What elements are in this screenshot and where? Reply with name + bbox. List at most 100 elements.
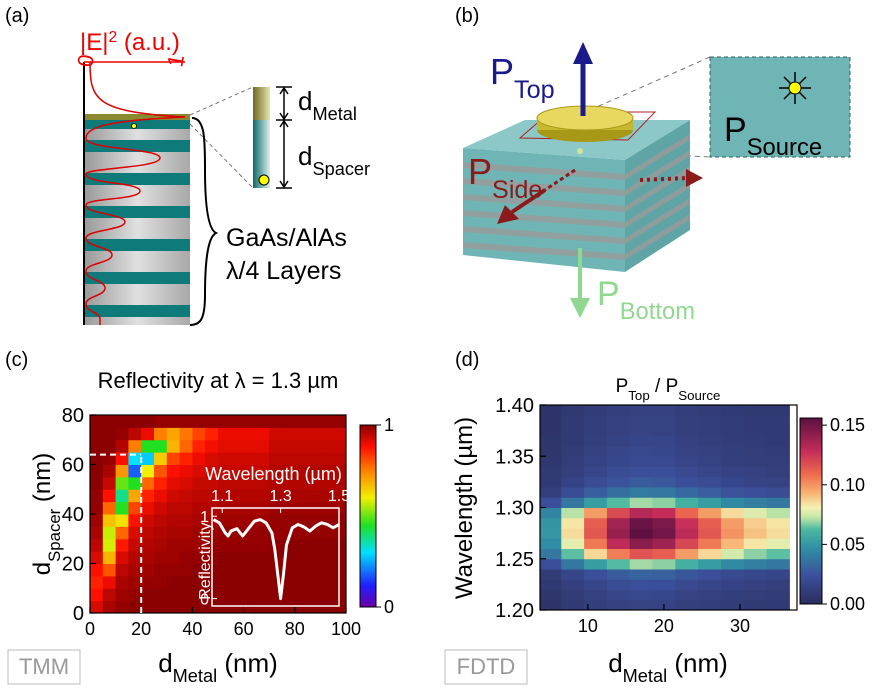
spacer-label-part: d xyxy=(298,141,312,171)
heat-cell xyxy=(584,508,607,519)
heat-cell xyxy=(630,518,653,529)
heat-cell xyxy=(538,590,561,601)
heat-cell xyxy=(180,539,193,552)
heat-cell xyxy=(218,564,231,577)
heat-cell xyxy=(244,551,257,564)
x-axis-label-part: d xyxy=(158,648,172,678)
heat-cell xyxy=(630,559,653,570)
heat-cell xyxy=(180,526,193,539)
heat-cell xyxy=(698,600,721,611)
heat-cell xyxy=(154,452,167,465)
heat-cell xyxy=(607,538,630,549)
p-bottom: PBottom xyxy=(597,275,695,325)
heat-cell xyxy=(103,526,116,539)
heat-cell xyxy=(154,502,167,515)
panel-a-drawing xyxy=(84,62,292,325)
heat-cell xyxy=(607,436,630,447)
heat-cell xyxy=(721,446,744,457)
heat-cell xyxy=(231,564,244,577)
heat-cell xyxy=(607,446,630,457)
heat-cell xyxy=(653,415,676,426)
heat-cell xyxy=(721,538,744,549)
heat-cell xyxy=(561,467,584,478)
heat-cell xyxy=(675,467,698,478)
heat-cell xyxy=(561,477,584,488)
p-top-part: Top xyxy=(514,76,555,104)
heat-cell xyxy=(584,426,607,437)
heat-cell xyxy=(561,456,584,467)
heat-cell xyxy=(653,528,676,539)
heat-cell xyxy=(607,528,630,539)
heat-cell xyxy=(698,436,721,447)
colorbar-tick-label: 0.15 xyxy=(830,415,865,435)
heat-cell xyxy=(630,436,653,447)
heat-cell xyxy=(128,564,141,577)
heat-cell xyxy=(675,559,698,570)
colorbar-tick-label: 1 xyxy=(384,415,394,435)
heat-cell xyxy=(320,601,333,614)
heat-cell xyxy=(744,456,767,467)
heat-cell xyxy=(675,538,698,549)
heat-cell xyxy=(218,440,231,453)
heat-cell xyxy=(90,465,103,478)
heat-cell xyxy=(90,415,103,428)
heat-cell xyxy=(282,440,295,453)
heat-cell xyxy=(256,427,269,440)
heat-cell xyxy=(333,576,346,589)
heat-cell xyxy=(90,551,103,564)
x-tick-label: 0 xyxy=(85,619,95,639)
heat-cell xyxy=(584,415,607,426)
heat-cell xyxy=(167,539,180,552)
heat-cell xyxy=(308,551,321,564)
heat-cell xyxy=(767,456,790,467)
heat-cell xyxy=(90,502,103,515)
panel-label: (c) xyxy=(5,349,28,371)
heat-cell xyxy=(141,551,154,564)
heat-cell xyxy=(116,489,129,502)
heat-cell xyxy=(607,467,630,478)
heat-cell xyxy=(333,539,346,552)
heat-cell xyxy=(116,440,129,453)
x-tick-label: 10 xyxy=(578,616,598,636)
heat-cell xyxy=(180,465,193,478)
heat-cell xyxy=(103,502,116,515)
y-tick-label: 60 xyxy=(62,455,84,477)
heat-cell xyxy=(320,415,333,428)
heat-cell xyxy=(231,440,244,453)
heat-cell xyxy=(767,559,790,570)
x-axis-label: dMetal (nm) xyxy=(158,648,278,686)
heat-cell xyxy=(167,440,180,453)
heat-cell xyxy=(269,427,282,440)
x-axis-label-part: (nm) xyxy=(667,648,728,678)
heat-cell xyxy=(767,538,790,549)
heat-cell xyxy=(653,477,676,488)
bottom-arrow-head xyxy=(570,298,590,318)
heat-cell xyxy=(103,489,116,502)
heat-cell xyxy=(538,600,561,611)
heat-cell xyxy=(231,514,244,527)
heat-cell xyxy=(744,508,767,519)
heat-cell xyxy=(538,559,561,570)
heat-cell xyxy=(205,440,218,453)
heat-cell xyxy=(630,487,653,498)
heat-cell xyxy=(698,477,721,488)
field-label-part: (a.u.) xyxy=(117,29,180,56)
heat-cell xyxy=(141,415,154,428)
heat-cell xyxy=(128,601,141,614)
heat-cell xyxy=(167,588,180,601)
chart-title: Reflectivity at λ = 1.3 µm xyxy=(98,368,339,393)
chart-title-part: / P xyxy=(650,376,679,397)
x-tick-label: 20 xyxy=(131,619,151,639)
heat-cell xyxy=(561,528,584,539)
layers-label: λ/4 Layers xyxy=(226,257,341,285)
heat-cell xyxy=(561,538,584,549)
heat-cell xyxy=(721,456,744,467)
heat-cell xyxy=(231,551,244,564)
heat-cell xyxy=(103,415,116,428)
heat-cell xyxy=(607,518,630,529)
heat-cell xyxy=(721,549,744,560)
heat-cell xyxy=(744,467,767,478)
heat-cell xyxy=(607,477,630,488)
heat-cell xyxy=(584,487,607,498)
heat-cell xyxy=(744,426,767,437)
